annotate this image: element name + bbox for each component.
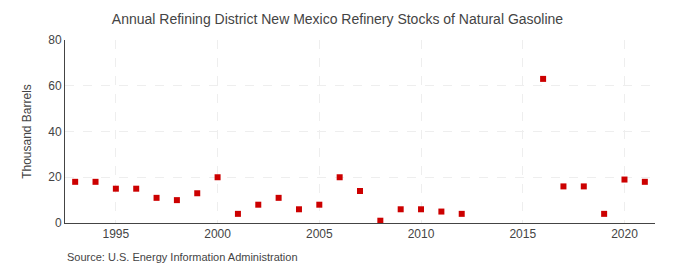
svg-text:40: 40 <box>48 125 62 139</box>
svg-text:0: 0 <box>55 216 62 230</box>
svg-text:60: 60 <box>48 79 62 93</box>
svg-text:Thousand Barrels: Thousand Barrels <box>20 84 34 179</box>
svg-text:2005: 2005 <box>306 227 333 241</box>
svg-text:1995: 1995 <box>103 227 130 241</box>
svg-text:2000: 2000 <box>204 227 231 241</box>
svg-text:Source: U.S. Energy Informatio: Source: U.S. Energy Information Administ… <box>67 251 298 263</box>
svg-text:2010: 2010 <box>408 227 435 241</box>
svg-text:20: 20 <box>48 170 62 184</box>
svg-text:Annual Refining District New M: Annual Refining District New Mexico Refi… <box>112 11 564 27</box>
svg-text:2015: 2015 <box>509 227 536 241</box>
svg-text:80: 80 <box>48 33 62 47</box>
svg-text:2020: 2020 <box>611 227 638 241</box>
